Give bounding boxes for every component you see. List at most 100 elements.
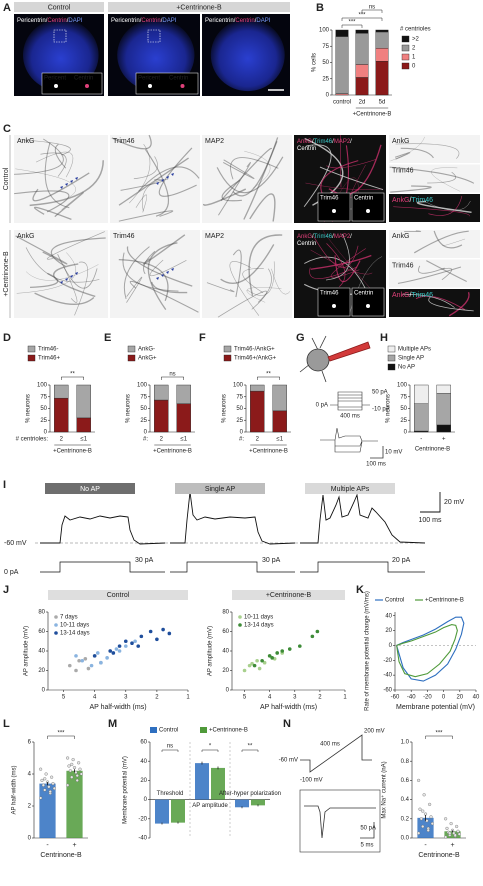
inset-label: Centrin [354, 291, 373, 297]
y-axis-label: % neurons [222, 394, 228, 423]
current-label: 30 pA [135, 557, 154, 564]
neurite [248, 234, 283, 297]
legend-label: 10-11 days [244, 615, 273, 621]
data-point [429, 815, 433, 819]
data-point [43, 777, 47, 781]
x-tick-label: -20 [423, 695, 432, 701]
channel-label: MAP2 [205, 233, 224, 240]
arrowhead [161, 179, 164, 182]
neurite [431, 167, 461, 192]
stain-label-part: DAPI [68, 18, 82, 24]
data-point [74, 654, 78, 658]
y-tick-label: 0 [144, 797, 148, 803]
data-point [89, 663, 94, 668]
bar-segment [355, 77, 369, 96]
neurite [35, 151, 74, 178]
y-tick-label: 4 [28, 772, 32, 778]
bar [155, 799, 169, 824]
legend-swatch [223, 354, 232, 362]
neurite [310, 249, 373, 275]
data-point [247, 663, 252, 668]
x-tick-label: 3 [293, 695, 297, 701]
y-axis-label: Max Na⁺ current (nA) [381, 761, 388, 818]
arrowhead [166, 271, 169, 274]
x-tick-label: 2 [160, 437, 164, 443]
line-series [396, 616, 465, 682]
legend-label: 7 days [60, 615, 78, 621]
data-point [287, 647, 292, 651]
y-axis-label: Rate of membrane potential change (mV/ms… [365, 591, 371, 711]
neurite [249, 193, 276, 222]
trace [40, 515, 166, 545]
neurite [218, 162, 251, 216]
data-point [257, 666, 262, 671]
protocol-label: -10 pA [372, 407, 390, 413]
scale-label: 100 ms [419, 517, 442, 524]
significance: ** [70, 372, 75, 378]
header-bar [14, 2, 104, 12]
x-tick-label: 2d [359, 100, 366, 106]
neurite [50, 237, 106, 267]
data-point [51, 782, 55, 786]
neurite [404, 230, 422, 233]
x-tick-label: 2 [60, 437, 64, 443]
x-tick-label: ≤1 [80, 437, 87, 443]
merged-label-part: / [410, 197, 412, 204]
neurite [129, 144, 151, 204]
data-point [80, 658, 85, 663]
y-tick-label: 100 [137, 383, 148, 389]
merged-label-part: Trim46 [411, 292, 433, 299]
category-label: After-hyper polarization [219, 791, 281, 797]
bar-segment [272, 384, 287, 412]
data-point [78, 767, 82, 771]
x-tick-label: + [72, 842, 76, 849]
chart-title: +Centrinone-B [266, 592, 312, 599]
data-point [270, 656, 274, 660]
panel-letter: C [3, 123, 11, 135]
scale-label: 100 ms [366, 462, 386, 468]
data-point [262, 660, 267, 665]
inset-label: Pericent [138, 76, 160, 82]
y-axis-label: AP amplitude (mV) [24, 626, 30, 676]
bar-segment [375, 48, 389, 62]
data-point [444, 835, 448, 839]
data-point [50, 775, 54, 779]
current-label: 30 pA [262, 557, 281, 564]
legend-swatch [387, 354, 396, 362]
bar-segment [54, 384, 69, 399]
data-point [445, 826, 449, 830]
y-tick-label: 50 [322, 60, 329, 66]
neurite [217, 290, 268, 318]
y-tick-label: 100 [319, 28, 330, 34]
x-tick-label: 5d [379, 100, 386, 106]
legend-label: Trim46+/AnkG+ [234, 356, 277, 362]
data-point [167, 631, 172, 636]
data-point [47, 785, 51, 789]
bar-segment [76, 384, 91, 419]
stain-label-part: / [46, 18, 48, 24]
data-point [161, 627, 165, 632]
neurite [313, 236, 359, 268]
stain-label: Pericentrin/Centrin/DAPI [111, 18, 177, 24]
bar [235, 799, 249, 808]
micrograph [389, 230, 480, 258]
schematic-n [299, 734, 381, 853]
ramp-label: 400 ms [320, 742, 340, 748]
significance-bracket [61, 376, 84, 380]
neurite [413, 230, 469, 254]
merged-label-part: AnkG [392, 197, 410, 204]
panel-letter: N [283, 718, 291, 730]
y-tick-label: 75 [236, 394, 243, 400]
neurite [251, 268, 272, 310]
channel-label: Trim46 [113, 233, 135, 240]
neurite [232, 249, 242, 298]
data-point [428, 802, 432, 806]
data-point [117, 644, 122, 648]
y-tick-label: 20 [140, 778, 147, 784]
x-tick-label: 1 [343, 695, 347, 701]
data-point [455, 824, 459, 829]
current-trace [304, 805, 376, 839]
legend-swatch [387, 345, 396, 353]
y-tick-label: 0 [44, 430, 48, 436]
